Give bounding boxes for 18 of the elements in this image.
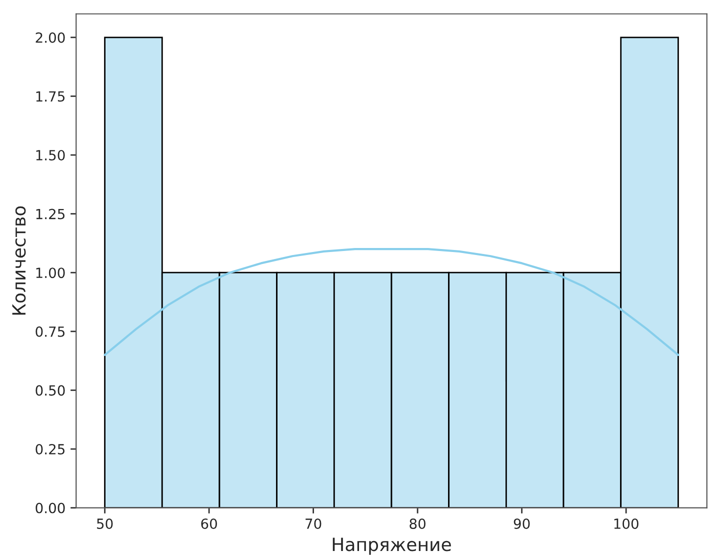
x-tick-label: 90: [514, 518, 530, 529]
x-axis-title: Напряжение: [332, 538, 451, 555]
x-tick-label: 100: [614, 518, 638, 529]
y-tick-label: 1.50: [36, 150, 65, 160]
x-tick-label: 60: [201, 518, 217, 529]
x-tick-label: 50: [97, 518, 113, 529]
y-tick-label: 0.25: [36, 444, 64, 454]
y-axis-title: Количество: [12, 206, 26, 315]
y-tick-label: 1.75: [36, 91, 64, 102]
x-tick-label: 70: [306, 518, 322, 529]
y-tick-label: 1.25: [36, 208, 64, 220]
line-series: [104, 248, 680, 356]
y-tick-label: 0.00: [36, 502, 65, 514]
y-tick-label: 0.50: [36, 385, 65, 396]
y-tick-label: 0.75: [36, 326, 64, 337]
x-tick-label: 80: [410, 518, 426, 529]
y-tick-label: 1.00: [36, 268, 65, 278]
y-tick-label: 2.00: [36, 32, 65, 43]
